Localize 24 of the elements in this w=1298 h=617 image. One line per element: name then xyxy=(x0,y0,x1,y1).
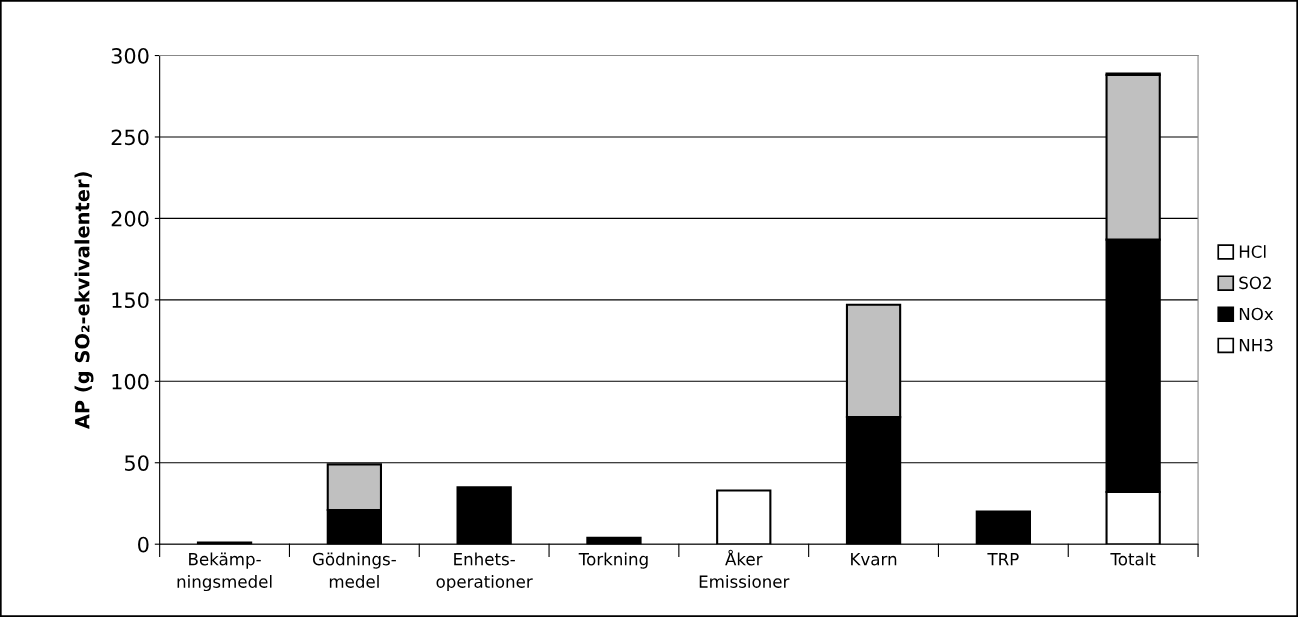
x-tick-label: Gödnings- medel xyxy=(312,552,396,588)
x-tick-label: Torkning xyxy=(578,552,648,569)
x-tick-label: Totalt xyxy=(1110,552,1156,566)
bar xyxy=(716,489,772,545)
legend-label: SO2 xyxy=(1239,276,1271,290)
x-tick-label: Enhets- operationer xyxy=(436,552,533,592)
x-tick-label: Kvarn xyxy=(851,553,897,566)
bar xyxy=(456,486,512,545)
x-tick-label: TRP xyxy=(987,553,1019,566)
y-tick-label: 200 xyxy=(111,210,149,227)
bar xyxy=(975,510,1031,545)
y-tick-label: 300 xyxy=(111,47,149,64)
x-tick-label: Bekämp- ningsmedel xyxy=(177,552,272,592)
legend-label: HCl xyxy=(1239,245,1266,258)
bar xyxy=(586,536,642,545)
y-tick-label: 150 xyxy=(112,292,149,309)
legend-label: NOx xyxy=(1239,307,1274,321)
y-tick-label: 50 xyxy=(125,455,149,471)
y-tick-label: 100 xyxy=(112,373,149,390)
legend-label: NH3 xyxy=(1239,338,1273,352)
y-tick-label: 250 xyxy=(111,129,149,146)
y-axis-title: AP (g SO₂-ekvivalenter) xyxy=(74,172,94,430)
y-tick-label: 0 xyxy=(138,536,149,553)
x-tick-label: Åker Emissioner xyxy=(699,549,790,588)
